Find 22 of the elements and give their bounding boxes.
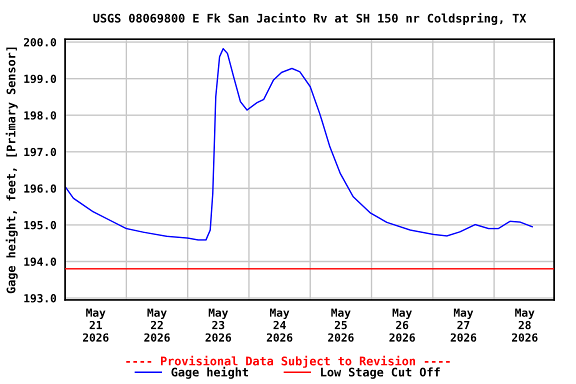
chart-title: USGS 08069800 E Fk San Jacinto Rv at SH 150 nr Coldspring, TX (93, 12, 526, 25)
y-tick-label: 195.0 (24, 220, 56, 230)
x-tick-label: May 27 2026 (450, 308, 476, 342)
x-tick-label: May 26 2026 (389, 308, 415, 342)
text: ---- Provisional Data Subject to Revision ---- (126, 356, 450, 368)
legend-label: Gage height (171, 366, 248, 379)
y-tick-label: 199.0 (24, 74, 56, 84)
legend-label: Low Stage Cut Off (321, 367, 440, 379)
y-tick-label: 198.0 (24, 111, 56, 120)
x-tick-label: May 28 2026 (512, 308, 538, 342)
x-tick-label: May 25 2026 (328, 308, 354, 342)
x-tick-label: May 21 2026 (82, 308, 109, 342)
y-tick-label: 193.0 (24, 294, 56, 303)
line-series (65, 48, 533, 241)
x-tick-label: May 23 2026 (206, 308, 232, 342)
y-tick-label: 197.0 (24, 148, 56, 156)
y-tick-label: 200.0 (24, 38, 56, 46)
y-tick-label: 194.0 (24, 257, 56, 266)
y-tick-label: 196.0 (24, 184, 56, 193)
x-tick-label: May 24 2026 (266, 308, 292, 342)
x-tick-label: May 22 2026 (144, 308, 170, 342)
y-axis-title: Gage height, feet, [Primary Sensor] (6, 48, 18, 294)
